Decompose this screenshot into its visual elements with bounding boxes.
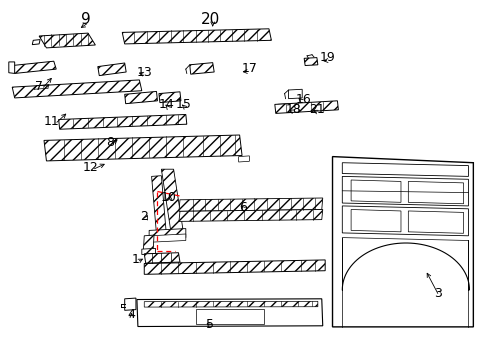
Text: 6: 6 [239,201,247,213]
Text: 20: 20 [200,12,220,27]
Text: 2: 2 [140,210,148,223]
Text: 14: 14 [158,98,174,111]
Polygon shape [332,157,472,327]
Polygon shape [149,234,185,242]
Polygon shape [350,180,400,202]
Polygon shape [407,181,463,204]
Text: 11: 11 [43,115,59,128]
Polygon shape [12,61,56,73]
Polygon shape [304,58,317,66]
Polygon shape [124,91,157,104]
Polygon shape [161,169,183,233]
Polygon shape [179,210,322,221]
Polygon shape [342,176,468,206]
Text: 16: 16 [295,93,310,105]
Text: 3: 3 [433,287,441,300]
Polygon shape [12,80,142,98]
Polygon shape [44,135,242,161]
Polygon shape [142,248,155,255]
Polygon shape [151,176,166,234]
Polygon shape [144,253,180,263]
Polygon shape [407,211,463,233]
Text: 10: 10 [161,191,176,204]
Text: 19: 19 [319,51,335,64]
Text: 12: 12 [82,161,98,174]
Text: 1: 1 [132,253,140,266]
Polygon shape [137,299,322,327]
Polygon shape [342,206,468,236]
Polygon shape [149,229,185,239]
Polygon shape [39,33,95,48]
Polygon shape [179,198,322,211]
Text: 13: 13 [136,66,152,78]
Polygon shape [350,210,400,232]
Text: 5: 5 [206,318,214,331]
Text: 8: 8 [106,136,114,149]
Polygon shape [274,101,338,113]
Text: 7: 7 [35,80,43,93]
Polygon shape [143,235,154,252]
Text: 9: 9 [81,12,90,27]
Text: 15: 15 [175,98,191,111]
Polygon shape [9,62,15,73]
Polygon shape [144,260,325,274]
Polygon shape [59,114,186,129]
Polygon shape [288,89,302,99]
Polygon shape [124,298,136,310]
Polygon shape [159,92,181,103]
Text: 18: 18 [285,103,301,116]
Polygon shape [277,104,293,111]
Polygon shape [32,40,40,45]
Polygon shape [144,301,317,307]
Text: 21: 21 [308,103,324,116]
Polygon shape [189,63,214,74]
Polygon shape [195,309,264,324]
Text: 17: 17 [241,62,257,75]
Polygon shape [342,163,468,176]
Polygon shape [98,63,126,76]
Text: 4: 4 [127,309,135,321]
Polygon shape [122,29,271,44]
Polygon shape [238,156,249,162]
